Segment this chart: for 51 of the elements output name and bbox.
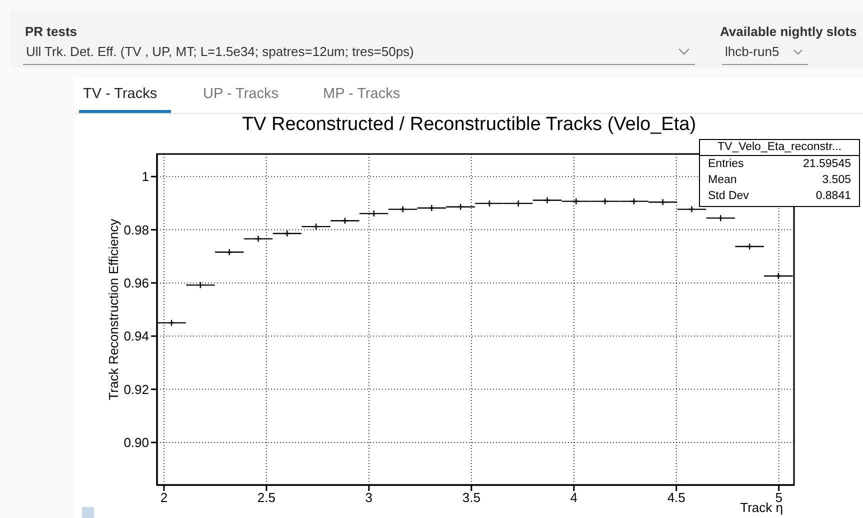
annotation: Std Dev (708, 189, 749, 204)
point (486, 200, 494, 208)
point (688, 206, 696, 213)
point (226, 248, 233, 256)
point (630, 198, 638, 205)
point (774, 272, 782, 280)
y-tick-label: 0.94 (124, 328, 149, 344)
text: PR tests (25, 24, 78, 39)
text: UP - Tracks (203, 86, 278, 102)
text: MP - Tracks (323, 86, 400, 102)
chart-title: TV Reconstructed / Reconstructible Tracks (Velo_Eta) (242, 114, 696, 135)
point (254, 235, 262, 242)
x-tick-label: 2.5 (257, 490, 276, 506)
text: Available nightly slots (720, 24, 857, 39)
text: 0.8841 (816, 189, 851, 204)
text: 21.59545 (803, 157, 851, 172)
x-tick-label: 4 (570, 490, 578, 506)
annotation: Entries (708, 157, 744, 172)
point (341, 217, 349, 224)
x-tick-label: 5 (775, 490, 782, 506)
text: Ull Trk. Det. Eff. (TV , UP, MT; L=1.5e34; spatres=12um; tres=50ps) (26, 44, 414, 59)
y-axis-title: Track Reconstruction Efficiency (106, 218, 121, 400)
point (544, 196, 551, 204)
point (717, 214, 724, 222)
point (746, 242, 754, 250)
text: TV - Tracks (83, 86, 158, 102)
x-tick-label: 3 (365, 490, 373, 506)
point (196, 281, 204, 289)
point (284, 230, 291, 238)
y-tick-label: 0.96 (124, 276, 149, 291)
x-tick-label: 3.5 (462, 490, 480, 506)
point (572, 198, 580, 205)
point (312, 222, 320, 230)
point (514, 200, 522, 208)
text: 3.505 (822, 173, 851, 188)
point (601, 198, 609, 205)
x-tick-label: 4.5 (667, 490, 686, 506)
point (399, 206, 406, 213)
x-tick-label: 2 (160, 490, 168, 506)
text: lhcb-run5 (725, 44, 780, 59)
y-tick-label: 0.98 (124, 222, 149, 238)
y-tick-label: 0.92 (124, 382, 149, 397)
point (370, 210, 378, 218)
point (659, 198, 666, 206)
point (168, 319, 176, 326)
y-tick-label: 1 (142, 169, 149, 184)
point (428, 204, 436, 212)
annotation: Mean (708, 173, 737, 188)
y-tick-label: 0.90 (124, 435, 149, 450)
text: TV_Velo_Eta_reconstr... (700, 140, 859, 156)
point (456, 203, 464, 211)
